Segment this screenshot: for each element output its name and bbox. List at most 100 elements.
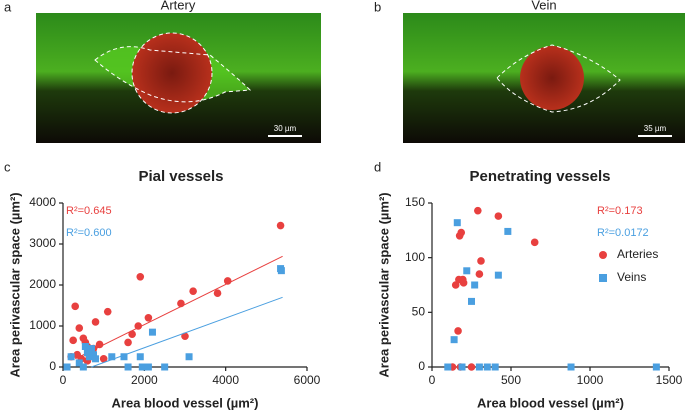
point: [475, 270, 484, 278]
point: [124, 338, 132, 347]
point: [458, 363, 466, 371]
image-panel-a: a Artery 30 µm: [4, 0, 321, 143]
point: [124, 363, 132, 371]
x-tick-label: 1000: [577, 373, 604, 387]
point: [63, 363, 71, 371]
point: [67, 353, 75, 361]
y-tick-label: 150: [405, 195, 425, 209]
image-title: Artery: [161, 0, 196, 12]
point: [277, 267, 285, 275]
y-tick-label: 50: [412, 305, 426, 319]
point: [459, 279, 468, 287]
legend-label: Arteries: [617, 247, 658, 261]
point: [91, 318, 100, 326]
point: [79, 363, 87, 371]
point: [463, 267, 471, 275]
point: [69, 336, 77, 345]
point: [467, 363, 476, 371]
point: [483, 363, 491, 371]
point: [450, 336, 458, 344]
chart-title: Pial vessels: [138, 168, 223, 185]
annotation: R²=0.0172: [597, 227, 649, 239]
x-tick-label: 1500: [656, 373, 683, 387]
point: [475, 363, 483, 371]
point: [108, 353, 116, 361]
chart-title: Penetrating vessels: [470, 168, 611, 185]
y-axis-label: Area perivascular space (µm²): [7, 192, 22, 377]
chart: d Penetrating vessels Area blood vessel (µ…: [374, 159, 683, 410]
y-axis-label: Area perivascular space (µm²): [376, 192, 391, 377]
point: [444, 363, 452, 371]
point: [276, 221, 285, 230]
x-tick-label: 2000: [131, 373, 158, 387]
point: [87, 345, 95, 353]
point: [161, 363, 169, 371]
point: [471, 281, 479, 289]
point: [120, 353, 128, 361]
point: [189, 287, 197, 295]
point: [136, 353, 144, 361]
y-tick-label: 0: [418, 359, 425, 373]
point: [504, 227, 512, 235]
point: [134, 322, 143, 330]
panel-label: c: [4, 159, 11, 174]
y-tick-label: 100: [405, 250, 425, 264]
legend-marker: [599, 274, 607, 282]
x-axis-label: Area blood vessel (µm²): [112, 395, 259, 410]
chart: c Pial vessels Area blood vessel (µm²) Area…: [4, 159, 321, 410]
point: [213, 289, 222, 298]
legend-label: Veins: [617, 270, 646, 284]
point: [103, 307, 112, 316]
point: [567, 363, 575, 371]
point: [85, 353, 93, 361]
legend-marker: [599, 251, 607, 259]
x-tick-label: 6000: [294, 373, 321, 387]
point: [144, 314, 153, 322]
point: [477, 257, 485, 265]
point: [144, 363, 152, 371]
outline: [131, 32, 213, 114]
point: [90, 351, 97, 359]
point: [494, 212, 503, 220]
panel-label: b: [374, 0, 381, 14]
point: [81, 343, 89, 350]
point: [75, 359, 83, 367]
x-tick-label: 0: [429, 373, 436, 387]
point: [138, 363, 146, 371]
vessel: [520, 46, 584, 110]
annotation: R²=0.600: [66, 227, 112, 239]
annotation: R²=0.645: [66, 205, 112, 217]
point: [92, 355, 100, 363]
point: [454, 327, 462, 335]
point: [99, 355, 108, 363]
point: [128, 330, 136, 339]
y-tick-label: 0: [49, 359, 56, 373]
point: [652, 363, 660, 371]
point: [181, 332, 189, 341]
y-tick-label: 3000: [29, 236, 56, 250]
x-tick-label: 0: [60, 373, 67, 387]
point: [491, 363, 499, 371]
image-panel-b: b Vein 35 µm: [374, 0, 685, 143]
point: [75, 324, 84, 332]
annotation: R²=0.173: [597, 205, 643, 217]
outline: [94, 46, 252, 103]
y-tick-label: 1000: [29, 318, 56, 332]
point: [177, 299, 185, 308]
y-tick-label: 2000: [29, 277, 56, 291]
fit-line: [74, 255, 283, 360]
point: [71, 302, 79, 311]
scale-label: 30 µm: [274, 124, 297, 133]
scale-label: 35 µm: [644, 124, 667, 133]
point: [83, 349, 91, 357]
panel-label: d: [374, 159, 381, 174]
outline: [496, 44, 621, 113]
point: [185, 353, 193, 361]
x-axis-label: Area blood vessel (µm²): [477, 395, 624, 410]
point: [457, 228, 466, 237]
point: [95, 340, 104, 349]
point: [468, 297, 475, 305]
x-tick-label: 500: [501, 373, 521, 387]
point: [453, 219, 461, 227]
